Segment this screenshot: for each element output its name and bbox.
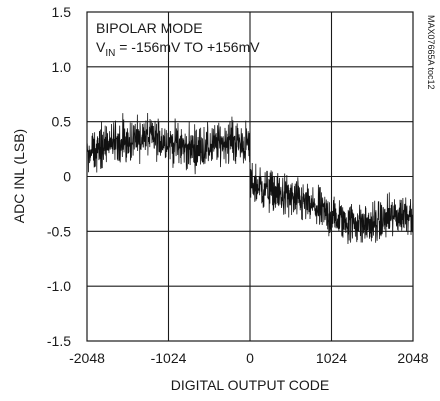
figure-ref: MAX07665A toc12 — [426, 15, 436, 90]
y-axis-title: ADC INL (LSB) — [11, 129, 27, 223]
x-tick-label: 0 — [246, 350, 254, 366]
vin-annotation: VIN = -156mV TO +156mV — [96, 39, 260, 59]
y-tick-label: -1.5 — [47, 333, 71, 349]
y-tick-label: 0.5 — [52, 114, 72, 130]
y-tick-label: 1.0 — [52, 59, 72, 75]
x-tick-label: 1024 — [316, 350, 347, 366]
x-tick-label: -2048 — [69, 350, 105, 366]
vin-subscript: IN — [105, 48, 115, 59]
x-tick-labels: -2048 -1024 0 1024 2048 — [69, 350, 429, 366]
mode-annotation: BIPOLAR MODE — [96, 20, 203, 36]
x-axis-title: DIGITAL OUTPUT CODE — [171, 377, 329, 393]
vin-prefix: V — [96, 39, 106, 55]
y-tick-label: 0 — [63, 169, 71, 185]
y-tick-label: 1.5 — [52, 4, 72, 20]
y-tick-labels: -1.5 -1.0 -0.5 0 0.5 1.0 1.5 — [47, 4, 71, 349]
series-group — [86, 113, 414, 244]
inl-trace — [86, 113, 414, 244]
y-tick-label: -0.5 — [47, 223, 71, 239]
x-tick-label: 2048 — [397, 350, 428, 366]
x-tick-label: -1024 — [151, 350, 187, 366]
vin-range: = -156mV TO +156mV — [115, 39, 260, 55]
y-tick-label: -1.0 — [47, 278, 71, 294]
